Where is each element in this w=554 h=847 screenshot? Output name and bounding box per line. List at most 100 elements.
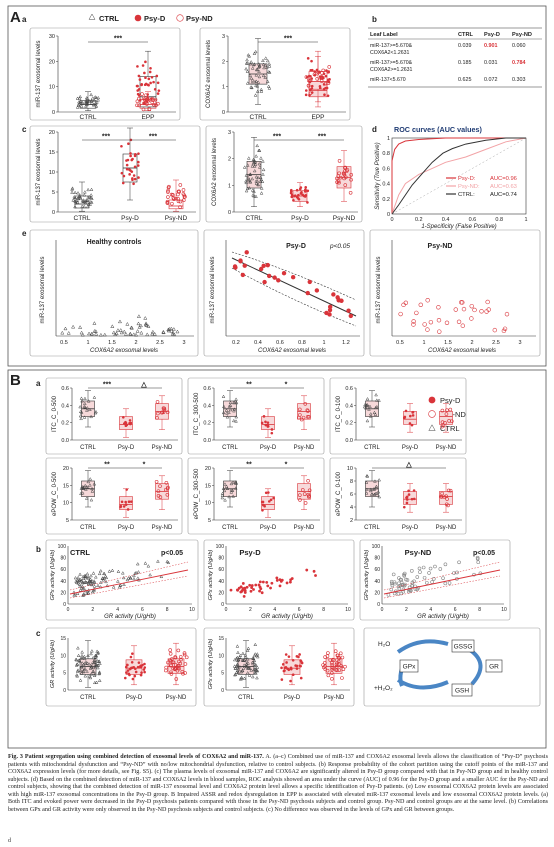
data-point-open [343,664,347,669]
data-point-triangle [250,81,254,85]
data-point-triangle [98,661,102,665]
data-point-open [166,195,170,199]
data-point-open [432,577,436,581]
data-point-triangle [240,658,245,662]
data-point-triangle [256,175,260,180]
data-point-triangle [93,95,98,99]
roc-title: ROC curves (AUC values) [394,125,482,134]
data-point [285,661,288,664]
data-point [282,669,286,673]
legend-psynd: Psy-ND [440,410,466,419]
data-point-triangle [254,663,258,667]
data-point [133,674,137,678]
data-point-open [425,327,430,332]
data-point-open [348,190,353,195]
boxplot-group [439,483,453,513]
data-point-open [475,557,480,561]
data-point-triangle [85,571,90,576]
data-point-triangle [136,570,141,574]
data-point [272,275,277,280]
x-tick-label: 2 [405,607,408,613]
data-point-open [330,662,334,667]
boxplot-group [120,127,140,201]
data-point-open [342,176,346,181]
data-point [261,509,264,512]
data-point-triangle [248,666,252,670]
data-point-open [446,503,450,508]
data-point-open [137,103,141,108]
data-point-triangle [267,64,272,68]
data-point-triangle [88,407,92,411]
y-tick-label: 0.6 [203,386,211,392]
boxplot-group [304,56,332,103]
data-point [129,154,132,158]
data-point [315,68,319,72]
data-point [124,421,128,425]
data-point-triangle [234,656,239,660]
data-point [331,292,336,297]
data-point-open [174,677,179,681]
data-point [298,653,301,656]
data-point-triangle [78,94,83,99]
data-point [128,173,131,176]
data-point-triangle [117,319,122,324]
data-point-open [168,652,173,656]
data-point-triangle [250,176,255,181]
data-point-open [140,92,144,96]
data-point-triangle [92,395,97,399]
data-point [296,196,300,200]
data-point-open [399,591,404,596]
data-point-triangle [110,324,115,328]
data-point [262,279,267,285]
y-axis-label: GPx activity (U/gHb) [208,550,214,601]
cycle-arrow [396,678,449,690]
data-point [306,189,310,193]
table-cell: miR-137>=5.670& [370,43,413,49]
data-point-open [165,410,170,415]
data-point-triangle [103,574,108,578]
data-point-open [337,668,342,672]
x-tick-label: CTRL [364,525,380,531]
data-point-open [168,658,172,662]
data-point-triangle [92,482,97,486]
y-axis-label: ITC_C_300-500 [194,392,200,435]
boxplot-box [168,199,184,210]
table-header: Psy-ND [512,32,532,38]
x-tick-label: 0.8 [495,217,503,223]
data-point-open [298,498,302,502]
data-point [281,271,287,276]
data-point-triangle [374,484,379,488]
data-point [287,655,291,658]
data-point [134,14,142,22]
data-point-triangle [244,180,249,185]
scatter-title: Psy-ND [405,548,432,557]
data-point-triangle [83,405,87,409]
data-point-open [416,586,421,590]
data-point-triangle [81,593,85,597]
data-point [243,591,247,594]
significance-label: *** [284,36,292,43]
roc-legend-name: Psy-ND: [458,184,480,190]
data-point [405,498,409,501]
data-point-triangle [257,74,262,79]
data-point [280,678,284,681]
roc-legend-name: Psy-D: [458,176,476,182]
data-point-triangle [101,578,106,582]
panel-a-letter: A [10,9,21,26]
data-point [137,87,141,91]
data-point-open [475,555,480,560]
data-point-triangle [80,399,84,403]
significance-label: *** [318,134,326,141]
table-cell: COX6A2<1.2631 [370,50,409,56]
data-point-triangle [91,655,96,660]
data-point-triangle [224,484,229,488]
data-point-triangle [245,670,250,675]
data-point-triangle [250,78,255,82]
data-point-open [321,663,325,667]
data-point-open [154,103,158,107]
data-point-triangle [73,575,78,580]
data-point-triangle [73,204,77,209]
data-point-triangle [238,664,242,669]
data-point-triangle [255,675,259,680]
data-point-open [298,413,302,417]
